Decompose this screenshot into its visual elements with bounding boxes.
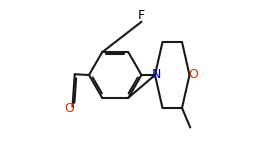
Text: O: O — [64, 102, 74, 115]
Text: O: O — [188, 69, 198, 81]
Text: F: F — [138, 9, 145, 22]
Text: N: N — [152, 69, 161, 81]
